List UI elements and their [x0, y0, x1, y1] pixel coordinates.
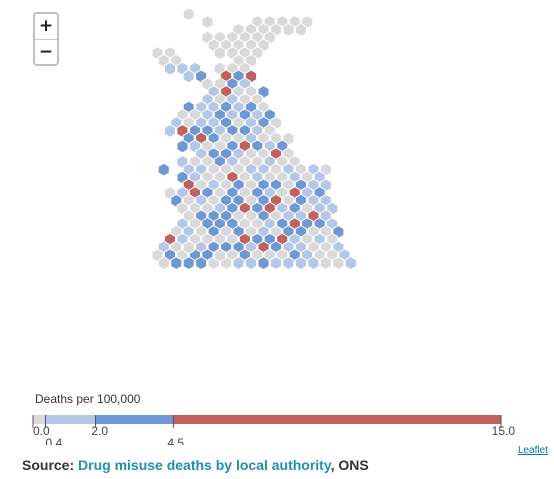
local-authority-hex[interactable]: [182, 240, 195, 255]
local-authority-hex[interactable]: [257, 256, 270, 271]
hex-map-canvas[interactable]: [0, 0, 554, 400]
zoom-control: + −: [33, 12, 59, 66]
local-authority-hex[interactable]: [195, 256, 208, 271]
leaflet-attribution-link[interactable]: Leaflet: [517, 445, 548, 456]
legend-swatch: [33, 415, 46, 424]
local-authority-hex[interactable]: [344, 256, 357, 271]
local-authority-hex[interactable]: [182, 7, 195, 22]
legend-swatch: [95, 415, 174, 424]
legend-bar: 0.00.42.04.515.0: [32, 415, 516, 445]
source-suffix: , ONS: [330, 457, 369, 473]
source-line: Source: Drug misuse deaths by local auth…: [22, 457, 369, 473]
local-authority-hex[interactable]: [176, 139, 189, 154]
local-authority-hex[interactable]: [157, 256, 170, 271]
local-authority-hex[interactable]: [201, 15, 214, 29]
legend-tick-label: 0.4: [45, 436, 62, 445]
local-authority-hex[interactable]: [213, 46, 226, 61]
local-authority-hex[interactable]: [182, 256, 195, 271]
legend-swatch: [45, 415, 96, 424]
local-authority-hex[interactable]: [164, 61, 176, 76]
hex-map[interactable]: + − Deaths per 100,000 0.0 0.4 2.0 4.5 15.0 …: [0, 0, 554, 456]
source-link[interactable]: Drug misuse deaths by local authority: [78, 457, 331, 473]
local-authority-hex[interactable]: [213, 248, 226, 263]
legend-swatch: [173, 415, 501, 424]
zoom-out-button[interactable]: −: [38, 42, 54, 62]
local-authority-hex[interactable]: [182, 69, 195, 84]
local-authority-hex[interactable]: [157, 162, 170, 177]
legend-title: Deaths per 100,000: [35, 392, 141, 406]
local-authority-hex[interactable]: [245, 256, 258, 271]
local-authority-hex[interactable]: [307, 256, 320, 271]
local-authority-hex[interactable]: [319, 256, 332, 271]
source-prefix: Source:: [22, 457, 79, 473]
local-authority-hex[interactable]: [282, 22, 295, 37]
local-authority-hex[interactable]: [332, 256, 345, 271]
legend-tick-label: 15.0: [492, 424, 516, 438]
local-authority-hex[interactable]: [294, 22, 307, 37]
local-authority-hex[interactable]: [232, 256, 245, 271]
local-authority-hex[interactable]: [170, 256, 183, 271]
local-authority-hex[interactable]: [164, 123, 176, 138]
local-authority-hex[interactable]: [282, 256, 295, 271]
zoom-in-button[interactable]: +: [35, 14, 57, 40]
local-authority-hex[interactable]: [270, 256, 282, 271]
legend-tick-label: 4.5: [167, 436, 184, 445]
local-authority-hex[interactable]: [294, 256, 307, 271]
legend-tick-label: 2.0: [91, 424, 108, 438]
